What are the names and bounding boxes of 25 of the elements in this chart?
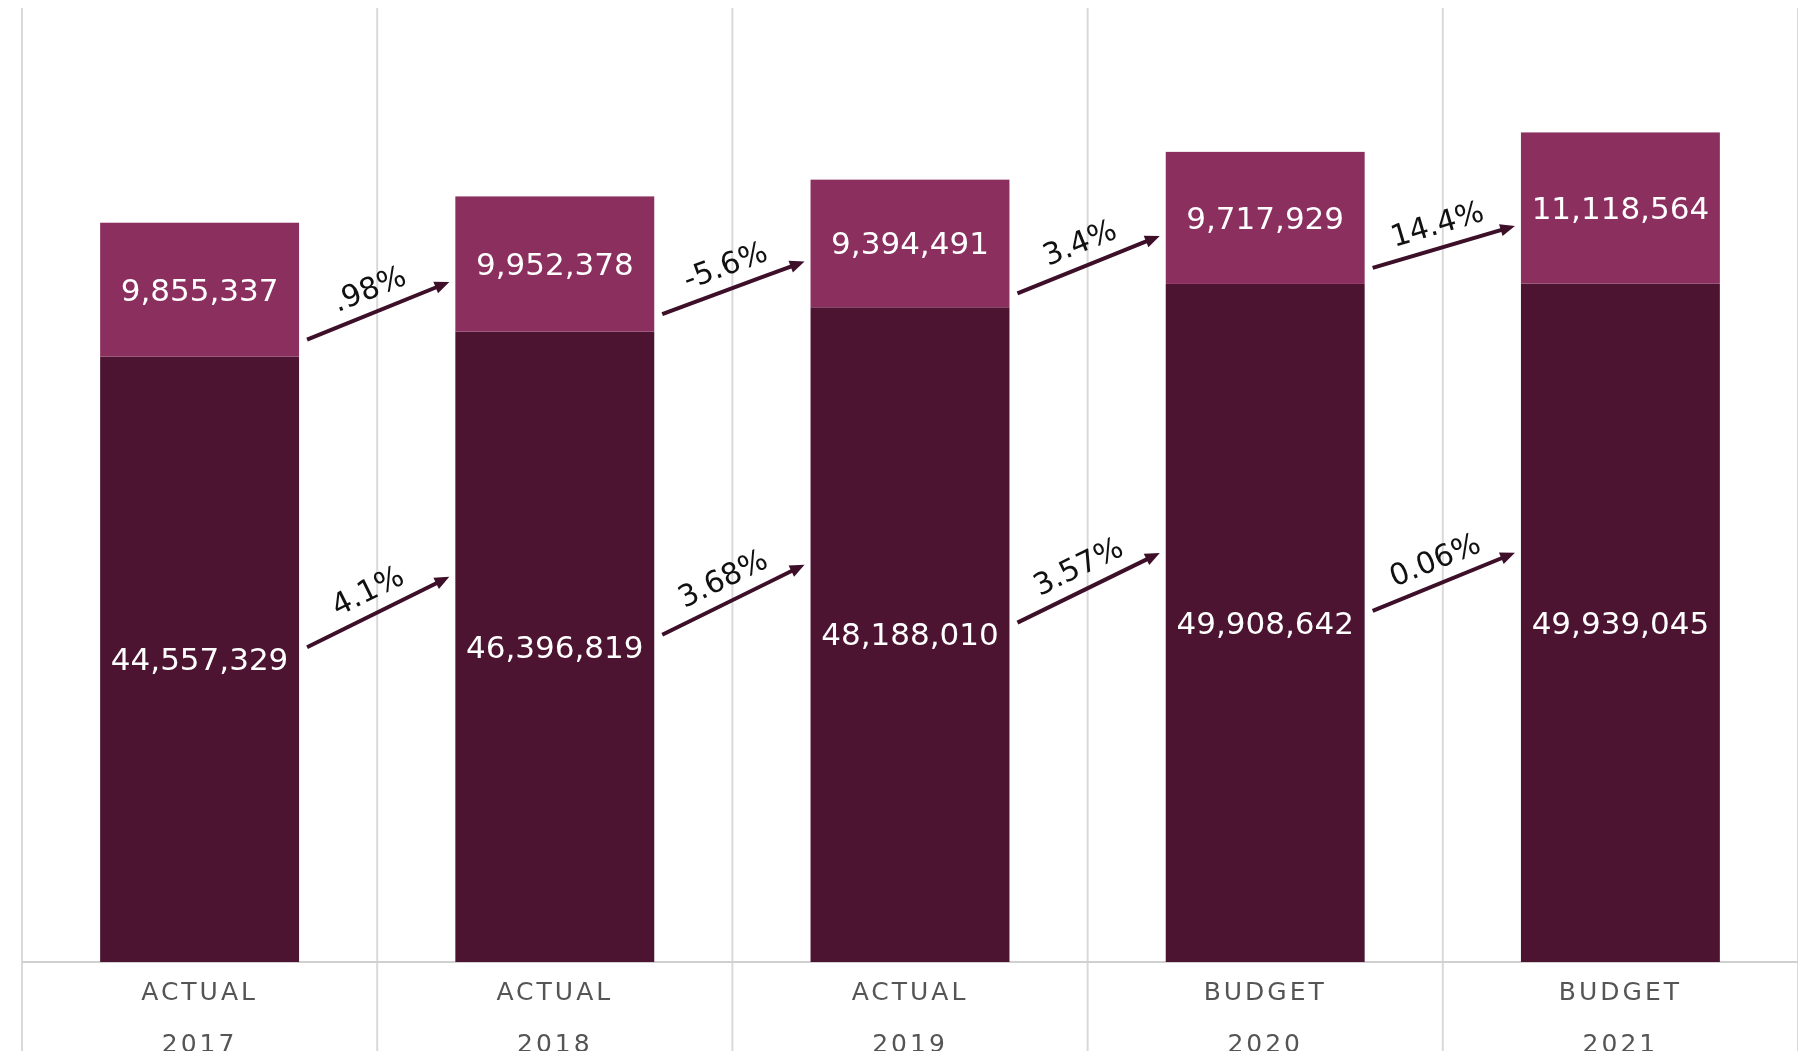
bar: [810, 179, 1010, 308]
data-label: 44,557,329: [110, 641, 289, 678]
bar: [1165, 283, 1365, 962]
bar: [1520, 132, 1720, 284]
annotation: 14.4%: [1386, 193, 1488, 254]
data-label: 46,396,819: [466, 628, 644, 665]
data-label: 48,188,010: [821, 616, 999, 653]
bar: [810, 307, 1010, 962]
bar: [455, 331, 655, 962]
data-label: 9,855,337: [120, 271, 279, 308]
data-label: 11,118,564: [1531, 189, 1710, 226]
annotation: .98%: [327, 257, 411, 319]
data-label: 9,394,491: [831, 225, 989, 262]
bar: [1165, 151, 1365, 284]
annotation: 4.1%: [325, 557, 410, 623]
data-label: 9,952,378: [475, 245, 634, 282]
data-label: 49,908,642: [1176, 604, 1354, 641]
bar: [100, 356, 300, 962]
bar: [100, 222, 300, 357]
data-label: 49,939,045: [1531, 604, 1710, 641]
bar: [1520, 283, 1720, 962]
bar: [455, 196, 655, 332]
annotation: 3.4%: [1037, 211, 1122, 273]
annotation: -5.6%: [678, 233, 772, 297]
data-label: 9,717,929: [1186, 199, 1345, 236]
